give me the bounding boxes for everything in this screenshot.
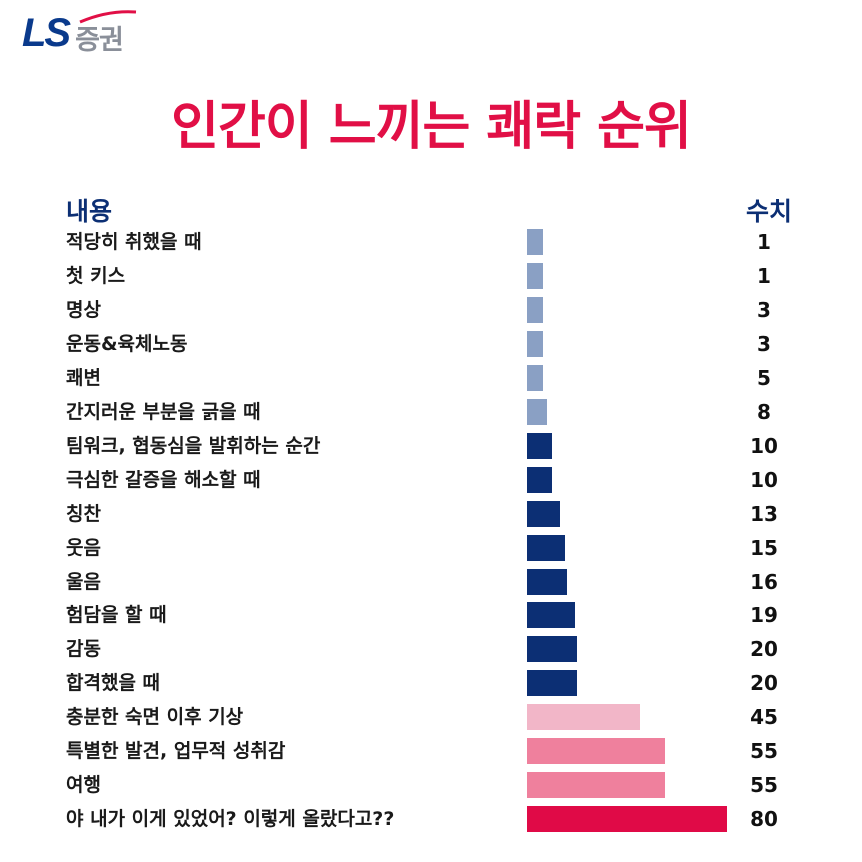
bar-label: 칭찬	[66, 502, 101, 525]
bar-label: 쾌변	[66, 366, 101, 389]
bar	[527, 806, 727, 833]
bar	[527, 670, 577, 697]
bar-label: 적당히 취했을 때	[66, 231, 202, 253]
bar-value-label: 13	[750, 501, 778, 526]
bar	[527, 636, 577, 663]
brand-logo: LS 증권	[22, 8, 137, 58]
bar	[527, 534, 565, 561]
bar	[527, 704, 640, 731]
bar-value-label: 15	[750, 535, 778, 560]
bar	[527, 229, 543, 255]
bar-label: 울음	[66, 570, 101, 593]
bar	[527, 398, 547, 425]
bar	[527, 262, 543, 289]
bar-value-label: 19	[750, 603, 778, 628]
bar-label: 운동&육체노동	[66, 332, 188, 355]
bar-value-label: 1	[757, 230, 771, 254]
bar-value-label: 55	[750, 739, 778, 764]
swoosh-icon	[79, 10, 137, 24]
bar-label: 감동	[66, 638, 101, 661]
bar-value-label: 3	[757, 297, 771, 322]
bar	[527, 432, 552, 459]
bar-label: 명상	[66, 298, 101, 321]
bar-value-label: 1	[757, 263, 771, 288]
bar-value-label: 16	[750, 569, 778, 594]
bar	[527, 296, 543, 323]
chart-title: 인간이 느끼는 쾌락 순위	[171, 97, 692, 157]
bar-label: 극심한 갈증을 해소할 때	[66, 468, 261, 491]
bar-value-label: 80	[750, 807, 778, 832]
bar-value-label: 5	[757, 365, 771, 390]
bar-value-label: 45	[750, 705, 778, 730]
bar-value-label: 20	[750, 637, 778, 662]
bar-label: 첫 키스	[66, 264, 126, 287]
bar-value-label: 10	[750, 467, 778, 492]
bar	[527, 500, 560, 527]
bar	[527, 364, 543, 391]
logo-mark: LS	[22, 10, 71, 55]
bar	[527, 466, 552, 493]
bar-value-label: 10	[750, 433, 778, 458]
bar-label: 충분한 숙면 이후 기상	[66, 706, 244, 729]
bar-label: 웃음	[66, 536, 101, 559]
bar-value-label: 20	[750, 671, 778, 696]
bar-label: 간지러운 부분을 긁을 때	[66, 400, 261, 423]
column-header-value: 수치	[745, 197, 792, 226]
bar-label: 야 내가 이게 있었어? 이렇게 올랐다고??	[66, 808, 395, 831]
bar-label: 합격했을 때	[66, 672, 161, 695]
logo-subtitle: 증권	[75, 24, 124, 56]
column-header-label: 내용	[66, 197, 113, 226]
bar	[527, 602, 575, 629]
bar-label: 험담을 할 때	[66, 604, 167, 627]
bar	[527, 568, 567, 595]
bar-label: 특별한 발견, 업무적 성취감	[66, 740, 286, 763]
bar	[527, 772, 665, 799]
bar-label: 여행	[66, 774, 101, 797]
bar-value-label: 8	[757, 399, 771, 424]
bar	[527, 738, 665, 765]
bar-label: 팀워크, 협동심을 발휘하는 순간	[66, 434, 321, 457]
bar	[527, 330, 543, 357]
bar-value-label: 55	[750, 773, 778, 798]
bar-value-label: 3	[757, 331, 771, 356]
